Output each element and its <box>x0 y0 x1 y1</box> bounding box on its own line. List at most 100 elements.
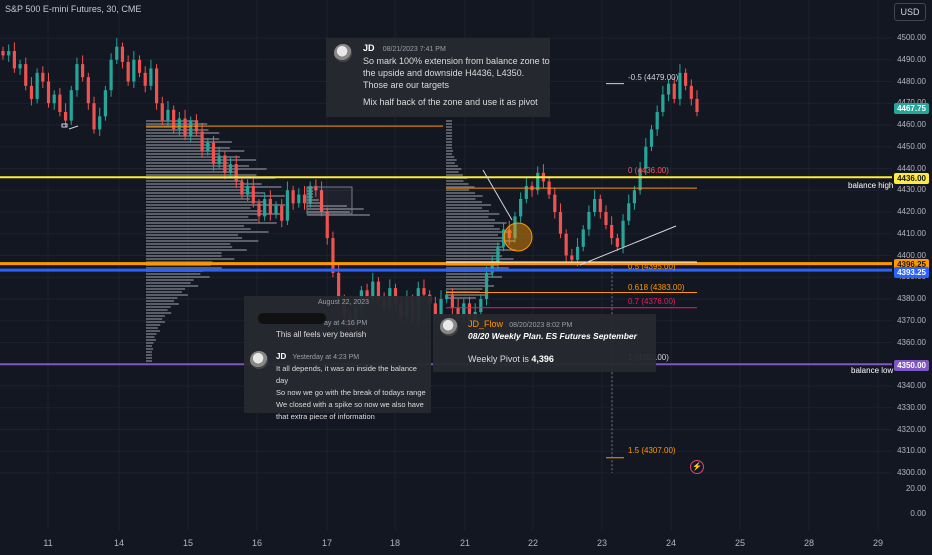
profile-bar <box>446 180 464 182</box>
chat-line: So now we go with the break of todays ra… <box>276 388 426 397</box>
candle-body <box>621 220 625 247</box>
candle-body <box>666 83 671 95</box>
profile-bar <box>146 228 251 230</box>
y-tick-label: 4470.00 <box>897 98 926 107</box>
fib-label-neg-05: -0.5 (4479.00) <box>628 73 679 82</box>
candle-body <box>672 83 676 99</box>
candle-body <box>58 94 62 112</box>
profile-bar <box>146 243 231 245</box>
x-tick-label: 18 <box>389 538 401 548</box>
profile-bar <box>146 249 247 251</box>
profile-bar <box>146 261 213 263</box>
x-tick-label: 15 <box>182 538 194 548</box>
candle-body <box>160 103 164 121</box>
x-tick-label: 21 <box>459 538 471 548</box>
candle-body <box>274 205 278 215</box>
candle-body <box>120 46 125 62</box>
flow-pivot-value: 4,396 <box>531 354 554 364</box>
candle-body <box>507 229 511 239</box>
note-timestamp: 08/21/2023 7:41 PM <box>382 46 446 53</box>
y-tick-label: 4410.00 <box>897 228 926 238</box>
candle-body <box>632 190 637 204</box>
candle-body <box>553 194 557 212</box>
profile-bar <box>146 186 282 188</box>
profile-bar <box>307 214 370 216</box>
candle-body <box>393 288 398 304</box>
profile-bar <box>146 309 168 311</box>
profile-bar <box>146 354 152 356</box>
profile-bar <box>446 258 514 260</box>
candle-body <box>649 129 654 147</box>
candle-body <box>115 46 119 60</box>
candle-body <box>331 238 335 273</box>
profile-bar <box>146 138 220 140</box>
profile-bar <box>446 138 452 140</box>
candle-body <box>536 172 540 191</box>
profile-bar <box>146 330 160 332</box>
candle-body <box>12 51 16 69</box>
fib-label-15: 1.5 (4307.00) <box>628 446 676 455</box>
profile-bar <box>146 231 269 233</box>
profile-bar <box>146 342 154 344</box>
profile-bar <box>446 222 507 224</box>
profile-bar <box>446 273 494 275</box>
candle-body <box>524 185 528 199</box>
balance-high-text: balance high <box>848 181 894 190</box>
y-tick-label: 20.00 <box>905 484 926 493</box>
profile-bar <box>146 273 201 275</box>
profile-bar <box>146 219 258 221</box>
candle-body <box>655 111 659 130</box>
profile-bar <box>446 144 452 146</box>
currency-button[interactable]: USD <box>894 3 926 21</box>
profile-bar <box>446 156 455 158</box>
profile-bar <box>446 192 476 194</box>
profile-bar <box>446 288 483 290</box>
profile-bar <box>146 255 222 257</box>
profile-bar <box>446 171 459 173</box>
balance-low-price-label: 4350.00 <box>894 360 929 371</box>
candle-body <box>35 72 39 99</box>
profile-bar <box>146 198 251 200</box>
candle-body <box>689 85 693 99</box>
candle-body <box>217 155 221 165</box>
candle-body <box>183 118 187 136</box>
candle-body <box>86 77 90 104</box>
profile-bar <box>146 324 161 326</box>
flow-note: JD_Flow 08/20/2023 8:02 PM 08/20 Weekly … <box>433 314 656 372</box>
levels <box>0 83 892 473</box>
candle-body <box>513 216 517 239</box>
profile-bar <box>146 180 244 182</box>
profile-bar <box>146 306 171 308</box>
candle-body <box>308 185 312 204</box>
last-price-label: 4467.75 <box>894 103 929 114</box>
volume-profile <box>146 120 516 362</box>
candle-body <box>263 198 267 217</box>
candle-body <box>137 59 142 73</box>
candle-body <box>604 212 608 226</box>
flow-timestamp: 08/20/2023 8:02 PM <box>509 322 573 329</box>
blue-line-price-label: 4393.25 <box>894 267 929 278</box>
candle-body <box>644 146 648 169</box>
profile-bar <box>146 183 262 185</box>
candle-body <box>149 68 153 86</box>
profile-bar <box>446 201 483 203</box>
y-tick-label: 0.00 <box>910 509 926 518</box>
y-tick-label: 4480.00 <box>897 76 926 86</box>
y-tick-label: 4310.00 <box>897 446 926 456</box>
profile-bar <box>146 357 152 359</box>
profile-bar <box>146 285 199 287</box>
chat-first-time: ay at 4:16 PM <box>324 320 368 327</box>
candle-body <box>29 85 34 99</box>
note-author: JD <box>363 43 375 53</box>
lightning-icon[interactable]: ⚡ <box>690 460 704 474</box>
candle-body <box>246 185 250 195</box>
profile-bar <box>446 267 509 269</box>
profile-bar <box>146 141 232 143</box>
x-tick-label: 16 <box>251 538 263 548</box>
profile-bar <box>146 246 233 248</box>
chat-line: that extra piece of information <box>276 412 375 421</box>
profile-bar <box>146 276 210 278</box>
candle-body <box>240 181 244 195</box>
profile-bar <box>446 231 513 233</box>
